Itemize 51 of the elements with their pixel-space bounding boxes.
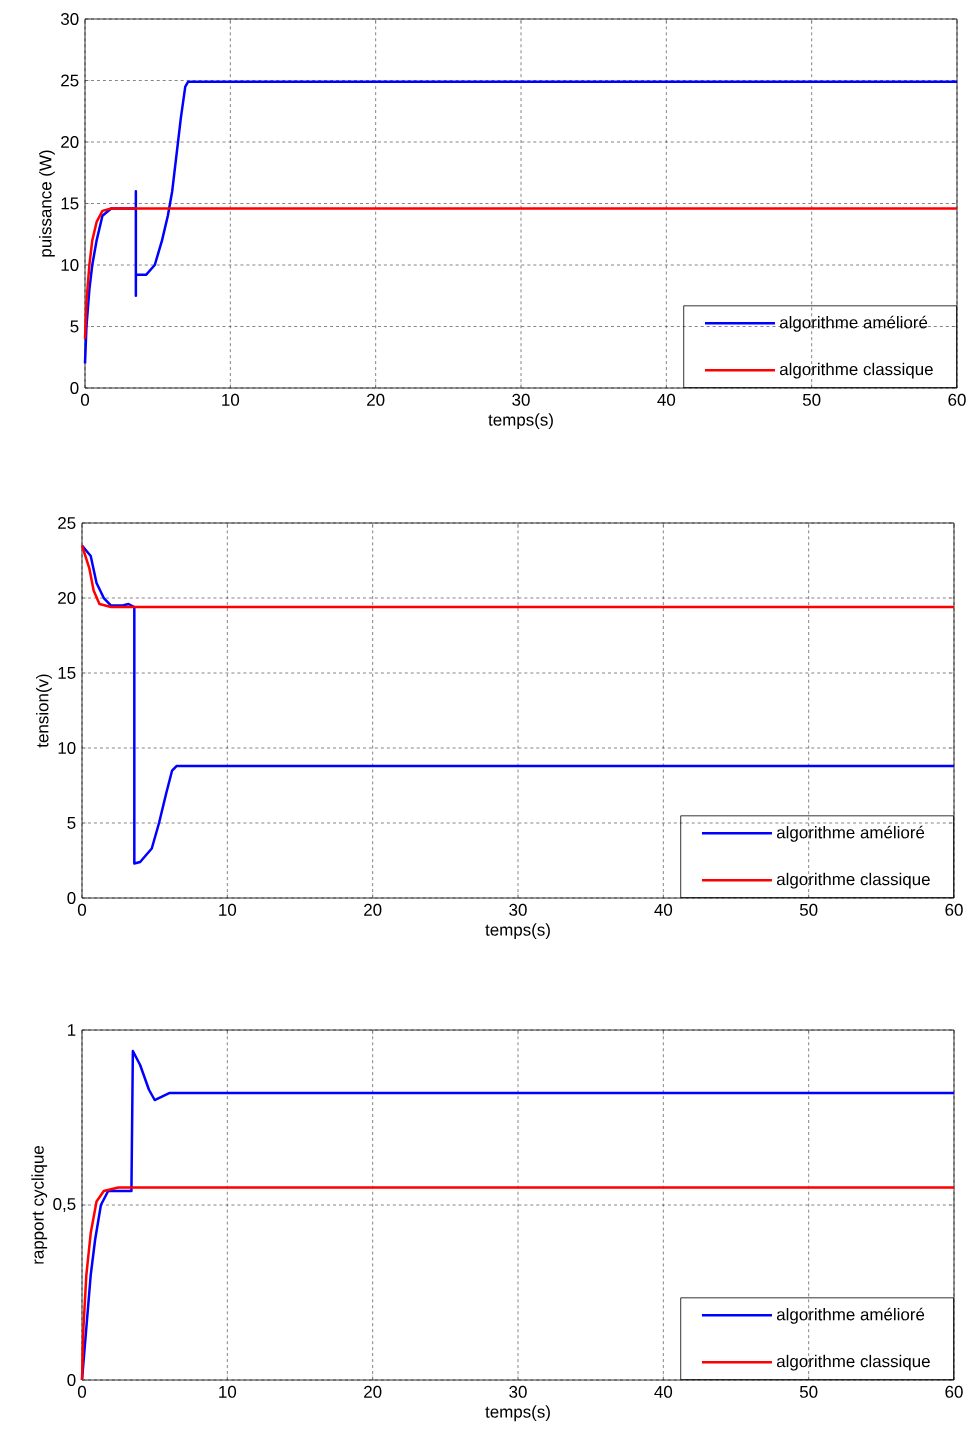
x-tick-label: 20 <box>364 903 382 916</box>
y-tick-label: 30 <box>60 13 79 26</box>
x-tick-label: 10 <box>219 903 237 916</box>
y-tick-label: 15 <box>61 197 79 210</box>
y-tick-label: 5 <box>70 320 79 333</box>
x-tick-label: 60 <box>945 1385 963 1398</box>
legend-label: algorithme classique <box>776 1354 930 1371</box>
y-tick-label: 0,5 <box>53 1198 76 1213</box>
x-tick-label: 30 <box>509 1385 527 1398</box>
x-tick-label: 60 <box>945 903 963 916</box>
line-series <box>80 544 956 609</box>
x-tick-label: 20 <box>367 393 385 406</box>
y-tick-label: 5 <box>67 817 76 829</box>
legend-label: algorithme amélioré <box>776 825 925 842</box>
y-axis-title: tension(v) <box>36 674 52 748</box>
line-series <box>80 544 956 865</box>
legend-label: algorithme amélioré <box>779 315 928 332</box>
x-tick-label: 60 <box>948 393 966 406</box>
x-tick-label: 30 <box>509 903 527 916</box>
x-tick-label: 0 <box>80 393 90 406</box>
line-series <box>83 207 959 341</box>
y-tick-label: 0 <box>67 1374 76 1387</box>
legend-label: algorithme classique <box>776 872 930 889</box>
y-tick-label: 0 <box>67 892 76 905</box>
x-axis-title: temps(s) <box>485 1405 550 1422</box>
y-axis-title: puissance (W) <box>39 150 55 257</box>
y-tick-label: 15 <box>58 667 76 679</box>
x-tick-label: 50 <box>799 903 818 916</box>
x-tick-label: 50 <box>802 393 821 406</box>
x-tick-label: 40 <box>654 903 673 916</box>
y-tick-label: 10 <box>61 259 79 272</box>
y-tick-label: 0 <box>70 382 79 395</box>
y-tick-label: 20 <box>61 136 79 149</box>
y-tick-label: 1 <box>68 1024 76 1036</box>
legend-label: algorithme amélioré <box>776 1307 925 1324</box>
x-tick-label: 20 <box>364 1385 382 1398</box>
y-axis-title: rapport cyclique <box>31 1146 48 1264</box>
y-tick-label: 10 <box>58 742 76 755</box>
x-tick-label: 10 <box>219 1385 237 1398</box>
y-tick-label: 25 <box>58 517 76 530</box>
x-axis-title: temps(s) <box>485 923 550 940</box>
x-tick-label: 30 <box>512 393 530 406</box>
y-tick-label: 20 <box>58 592 76 605</box>
y-tick-label: 25 <box>61 74 79 87</box>
line-series <box>80 1186 956 1382</box>
x-tick-label: 50 <box>799 1385 818 1398</box>
x-tick-label: 40 <box>657 393 676 406</box>
legend-label: algorithme classique <box>779 362 933 379</box>
x-axis-title: temps(s) <box>488 413 553 430</box>
x-tick-label: 40 <box>654 1385 673 1398</box>
x-tick-label: 10 <box>222 393 240 406</box>
